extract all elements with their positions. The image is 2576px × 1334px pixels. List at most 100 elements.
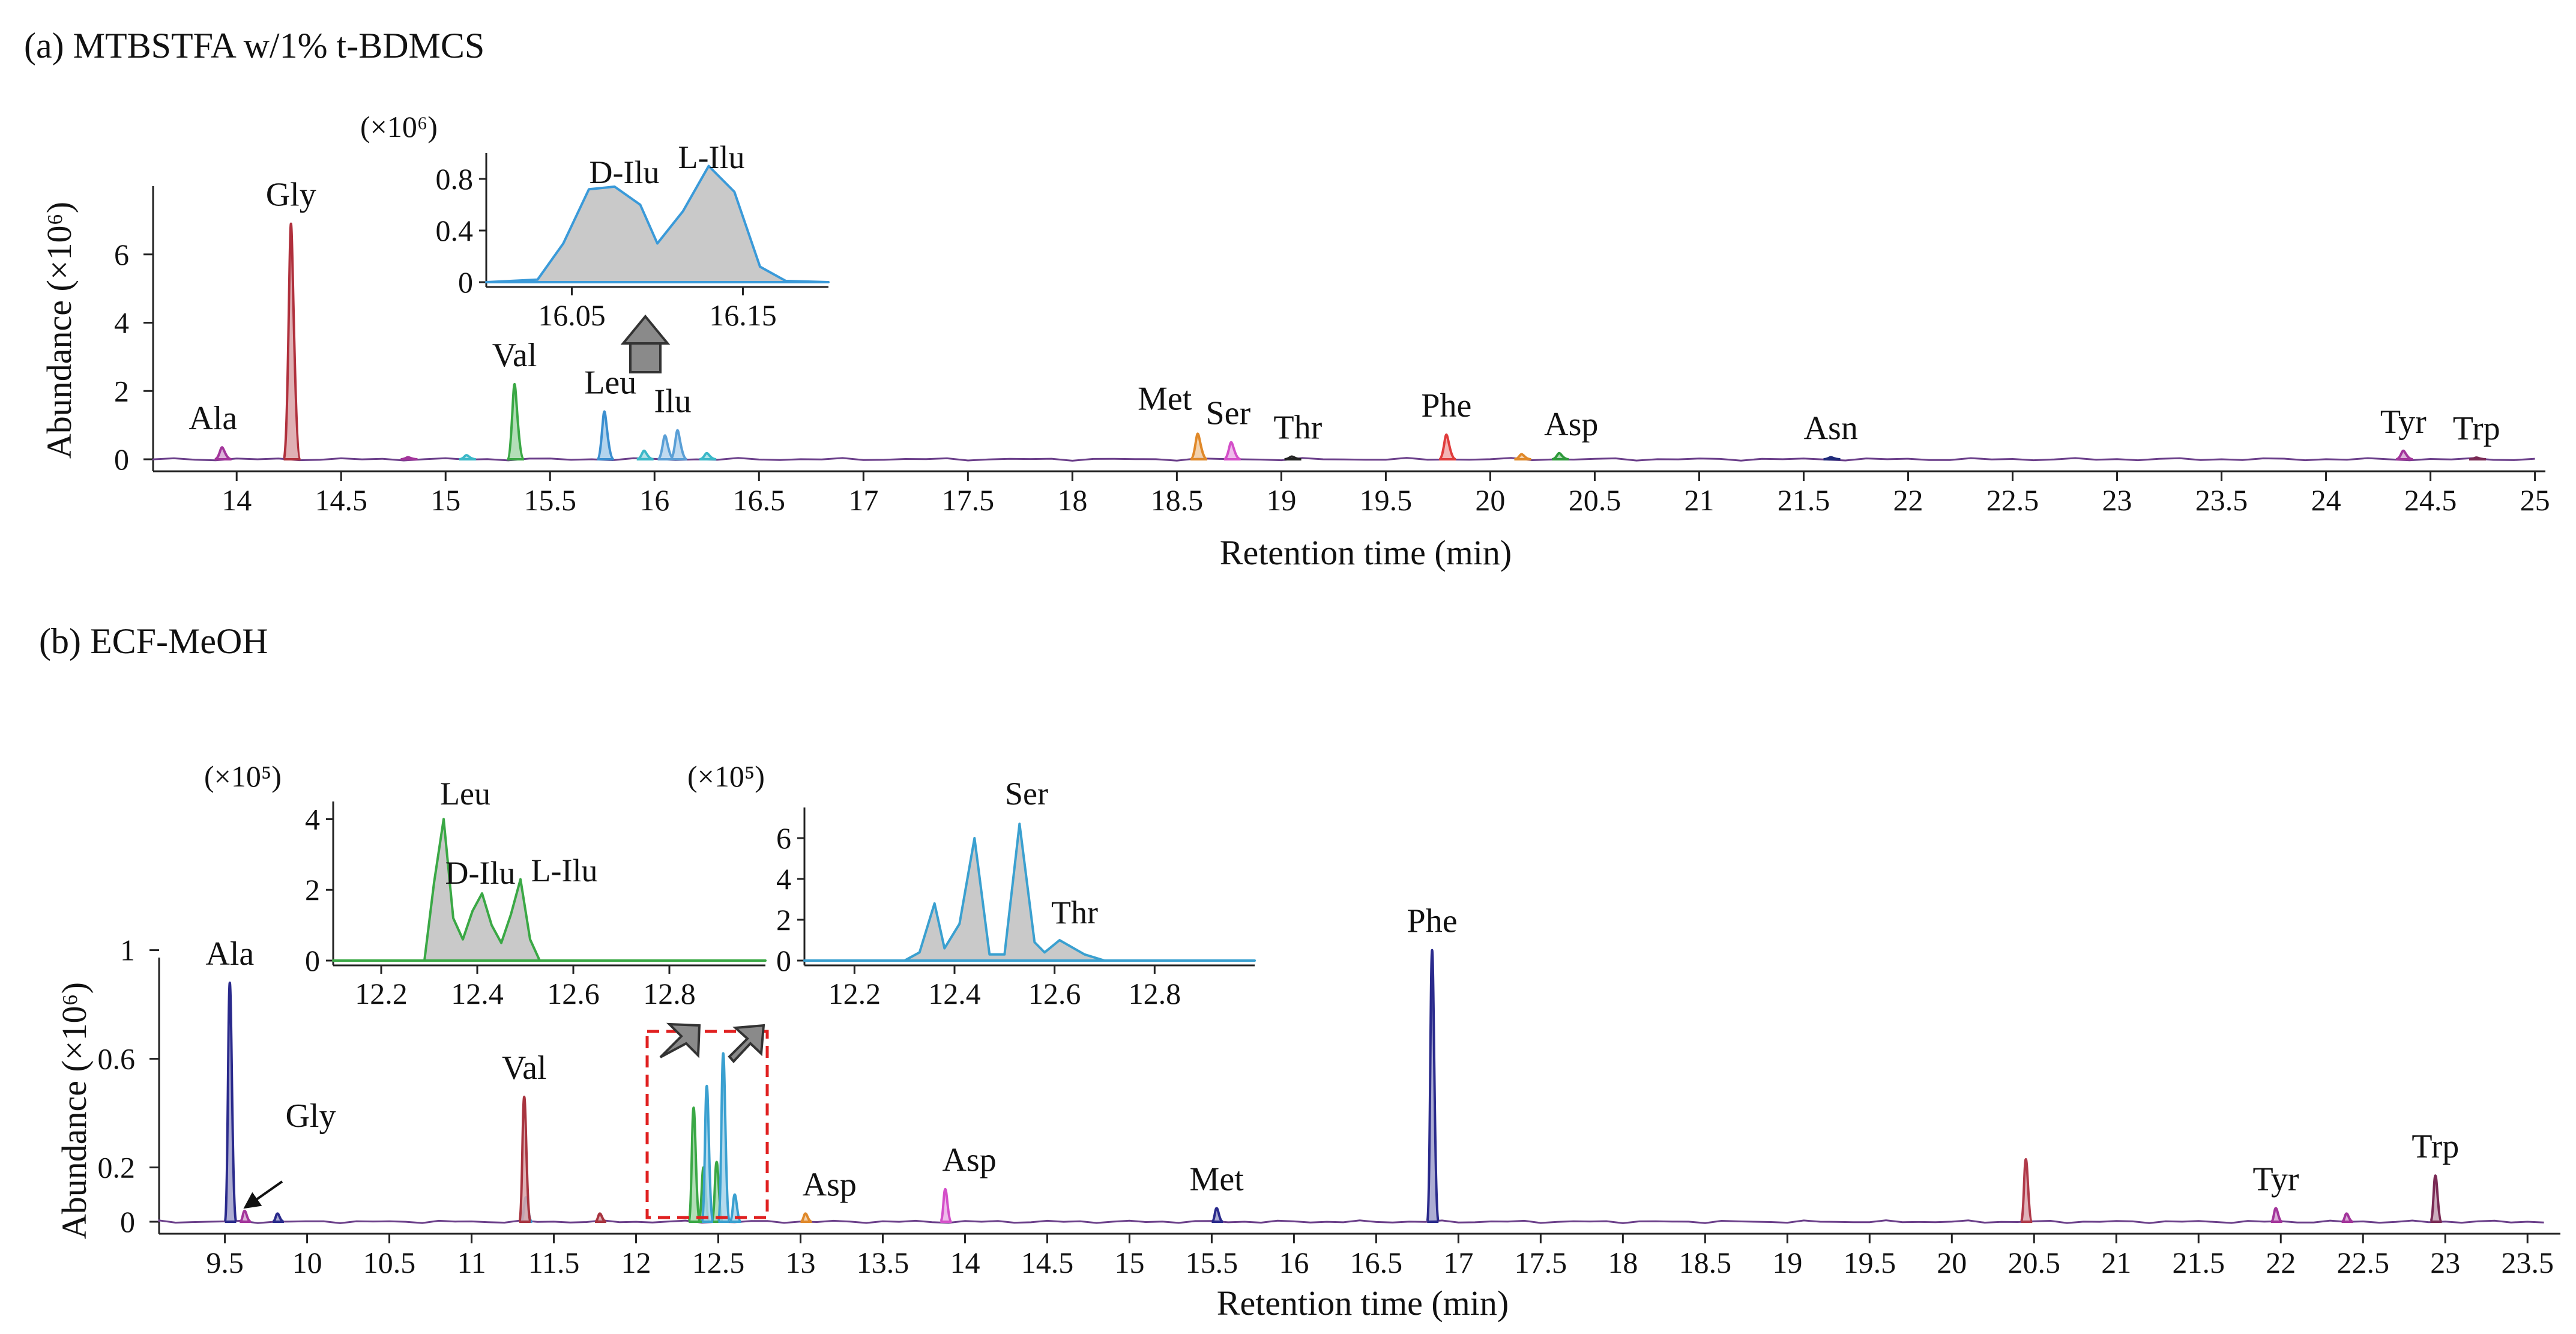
panel-b-x-tick-label: 22.5 bbox=[2336, 1246, 2389, 1279]
panel-a-minor-peak bbox=[400, 456, 418, 460]
panel-b-peak-label-met: Met bbox=[1190, 1160, 1244, 1198]
panel-b-inset-2: (×10⁵) 12.2 12.4 12.6 12.8 0 2 4 6 Ser Thr bbox=[687, 759, 1256, 1010]
panel-b-inset-1-y-tick-label: 0 bbox=[305, 944, 320, 977]
panel-b-inset-2-y-tick-label: 0 bbox=[776, 944, 791, 977]
panel-a-peak-ilu bbox=[669, 429, 688, 460]
panel-b-inset-1: (×10⁵) 12.2 12.4 12.6 12.8 0 2 4 Leu D-Ilu L-Ilu bbox=[204, 759, 767, 1010]
panel-b-x-tick-label: 12.5 bbox=[692, 1246, 745, 1279]
panel-a-minor-peak bbox=[1514, 453, 1531, 460]
panel-b-peak-label-tyr: Tyr bbox=[2253, 1160, 2299, 1198]
panel-b-x-tick-label: 14.5 bbox=[1021, 1246, 1074, 1279]
panel-b-peaks bbox=[158, 949, 2544, 1224]
panel-a-x-tick-label: 15.5 bbox=[524, 483, 577, 517]
panel-b-x-tick-label: 23 bbox=[2430, 1246, 2460, 1279]
panel-b-peak-label-asp: Asp bbox=[803, 1166, 857, 1203]
panel-b-x-tick-label: 18 bbox=[1608, 1246, 1638, 1279]
panel-a-peak-label-phe: Phe bbox=[1421, 387, 1471, 424]
panel-a-peak-thr bbox=[1284, 455, 1302, 460]
panel-a-peaks bbox=[152, 222, 2535, 462]
panel-b-x-tick-label: 19 bbox=[1772, 1246, 1802, 1279]
panel-a-peak-label-asp: Asp bbox=[1544, 406, 1598, 443]
panel-b-inset-1-plot: 12.2 12.4 12.6 12.8 0 2 4 Leu D-Ilu L-Ilu bbox=[305, 776, 767, 1010]
panel-b-peak-gly bbox=[239, 1209, 252, 1223]
panel-b-x-tick-label: 9.5 bbox=[206, 1246, 244, 1279]
panel-b-x-tick-label: 21 bbox=[2101, 1246, 2131, 1279]
panel-b-minor-peak bbox=[272, 1212, 285, 1223]
panel-b-peak-ala bbox=[223, 981, 238, 1223]
panel-a-inset-y-tick-label: 0.8 bbox=[436, 162, 474, 196]
panel-b-inset-1-x-tick-label: 12.8 bbox=[643, 977, 696, 1010]
panel-b-inset-2-trace bbox=[803, 822, 1256, 962]
panel-a-peak-val bbox=[505, 382, 525, 460]
panel-b-x-tick-label: 15 bbox=[1114, 1246, 1144, 1279]
panel-a-peak-ala bbox=[214, 446, 232, 460]
panel-a-axes: 14 14.5 15 15.5 16 16.5 17 17.5 18 18.5 19 19.5 20 20… bbox=[114, 186, 2550, 517]
panel-a-minor-peak bbox=[459, 454, 477, 460]
panel-a-x-tick-label: 22 bbox=[1893, 483, 1923, 517]
panel-b-inset-2-plot: 12.2 12.4 12.6 12.8 0 2 4 6 Ser Thr bbox=[776, 776, 1256, 1010]
panel-a-inset-y-tick-label: 0 bbox=[458, 265, 473, 299]
panel-b-minor-peak bbox=[687, 1106, 702, 1223]
panel-a-peak-label-ilu: Ilu bbox=[654, 383, 691, 420]
panel-b-inset-1-y-tick-label: 2 bbox=[305, 873, 320, 907]
panel-a-inset-scale-label: (×10⁶) bbox=[360, 110, 438, 143]
panel-b-x-tick-label: 20 bbox=[1937, 1246, 1967, 1279]
panel-b-inset-2-x-tick-label: 12.4 bbox=[928, 977, 981, 1010]
panel-a-inset-trace bbox=[485, 164, 830, 283]
panel-b-axes: 9.5 10 10.5 11 11.5 12 12.5 13 13.5 14 14.5 15 15.5 1… bbox=[98, 934, 2560, 1279]
panel-a-baseline-trace bbox=[152, 457, 2535, 462]
panel-a-peak-label-leu: Leu bbox=[584, 364, 636, 401]
panel-a-x-tick-label: 18.5 bbox=[1151, 483, 1204, 517]
panel-a-inset-y-tick-label: 0.4 bbox=[436, 214, 474, 247]
panel-a-peak-asn bbox=[1823, 456, 1841, 460]
panel-b-gly-arrow bbox=[243, 1180, 283, 1209]
panel-b-x-tick-label: 16 bbox=[1279, 1246, 1309, 1279]
panel-b-x-tick-label: 20.5 bbox=[2008, 1246, 2061, 1279]
panel-a-peak-leu bbox=[596, 410, 615, 460]
panel-a-peak-label-gly: Gly bbox=[266, 177, 316, 214]
panel-b-x-tick-label: 10.5 bbox=[363, 1246, 416, 1279]
panel-b-zoom-arrow-right bbox=[728, 1024, 765, 1063]
panel-a-peak-label-val: Val bbox=[492, 337, 537, 374]
panel-a-inset-label-l-ilu: L-Ilu bbox=[678, 139, 745, 175]
panel-a-x-tick-label: 23 bbox=[2102, 483, 2132, 517]
panel-b-inset-2-label-thr: Thr bbox=[1051, 895, 1098, 931]
panel-a-peak-label-tyr: Tyr bbox=[2380, 403, 2427, 441]
panel-a-x-tick-label: 20 bbox=[1475, 483, 1505, 517]
panel-b-peak-label-phe: Phe bbox=[1407, 903, 1458, 940]
panel-b-inset-2-scale-label: (×10⁵) bbox=[687, 759, 765, 793]
panel-b-x-tick-label: 22 bbox=[2266, 1246, 2296, 1279]
panel-b-x-tick-label: 10 bbox=[292, 1246, 322, 1279]
panel-a-peak-trp bbox=[2469, 456, 2487, 460]
panel-a-peak-label-asn: Asn bbox=[1804, 410, 1858, 447]
panel-a-inset-x-tick-label: 16.15 bbox=[709, 298, 777, 332]
panel-b-inset-2-label-ser: Ser bbox=[1005, 776, 1048, 812]
panel-b-peak-tyr bbox=[2270, 1207, 2283, 1223]
panel-a-x-tick-label: 16 bbox=[639, 483, 669, 517]
panel-b: (b) ECF-MeOH Abundance (×10⁶) Retention … bbox=[39, 621, 2560, 1323]
panel-a-x-tick-label: 17.5 bbox=[942, 483, 995, 517]
panel-a-x-tick-label: 17 bbox=[848, 483, 878, 517]
panel-a-peak-label-thr: Thr bbox=[1273, 409, 1322, 446]
panel-b-minor-peak bbox=[2341, 1212, 2354, 1223]
panel-a-x-tick-label: 14 bbox=[222, 483, 252, 517]
panel-b-x-tick-label: 19.5 bbox=[1844, 1246, 1896, 1279]
panel-b-y-tick-label: 0 bbox=[120, 1205, 135, 1239]
panel-a-minor-peak bbox=[636, 449, 654, 460]
panel-b-inset-2-y-tick-label: 4 bbox=[776, 862, 791, 896]
panel-a-x-tick-label: 15 bbox=[430, 483, 460, 517]
panel-b-x-tick-label: 12 bbox=[621, 1246, 651, 1279]
panel-b-peak-label-trp: Trp bbox=[2412, 1128, 2459, 1165]
panel-a-x-tick-label: 19 bbox=[1266, 483, 1296, 517]
panel-a-x-tick-label: 25 bbox=[2520, 483, 2550, 517]
panel-a-y-tick-label: 0 bbox=[114, 442, 129, 476]
panel-a-y-tick-label: 2 bbox=[114, 374, 129, 408]
panel-b-x-tick-label: 15.5 bbox=[1186, 1246, 1238, 1279]
panel-a-x-tick-label: 21 bbox=[1684, 483, 1714, 517]
panel-b-inset-1-x-tick-label: 12.4 bbox=[451, 977, 504, 1010]
panel-b-peak-label-gly: Gly bbox=[285, 1097, 336, 1135]
panel-a-peak-label-met: Met bbox=[1138, 380, 1192, 417]
panel-b-inset-2-x-tick-label: 12.6 bbox=[1028, 977, 1081, 1010]
panel-b-x-tick-label: 14 bbox=[950, 1246, 980, 1279]
